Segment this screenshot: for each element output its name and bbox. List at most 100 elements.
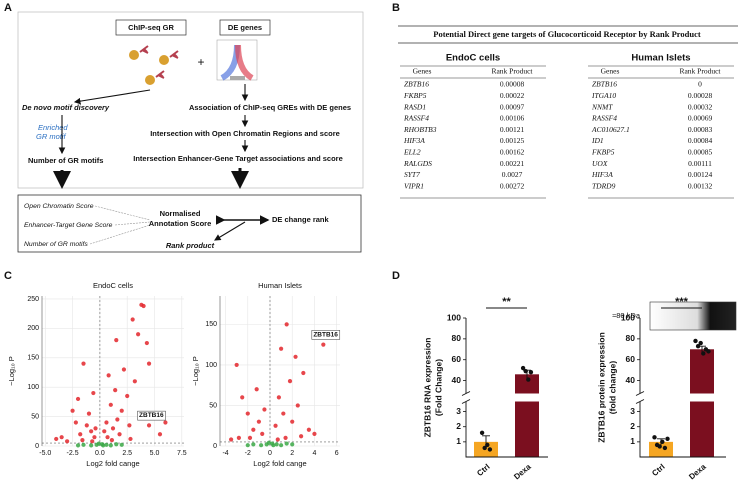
point bbox=[119, 408, 124, 413]
x-tick-label: 0 bbox=[268, 450, 272, 457]
gene: ID1 bbox=[591, 136, 604, 145]
de-rank: DE change rank bbox=[272, 215, 330, 224]
gene: NNMT bbox=[591, 102, 613, 111]
point bbox=[101, 443, 106, 448]
point bbox=[695, 343, 701, 349]
arrow bbox=[214, 221, 246, 241]
point bbox=[251, 442, 256, 447]
point bbox=[520, 365, 526, 371]
rank-product: 0.00121 bbox=[500, 125, 525, 134]
point bbox=[652, 435, 657, 440]
plot-area bbox=[42, 296, 184, 446]
point bbox=[106, 373, 111, 378]
y-tick-label: 1 bbox=[456, 436, 461, 446]
point bbox=[259, 443, 264, 448]
gene: AC010627.1 bbox=[591, 125, 630, 134]
y-axis-label: (Fold Change) bbox=[433, 359, 443, 416]
rank-product: 0.00069 bbox=[688, 114, 713, 123]
x-tick-label: Dexa bbox=[687, 462, 708, 482]
y-tick-label: 0 bbox=[213, 443, 217, 450]
point bbox=[108, 402, 113, 407]
step: Intersection Enhancer-Gene Target associ… bbox=[133, 154, 343, 163]
column-header: Rank Product bbox=[491, 67, 533, 76]
x-tick-label: -2.5 bbox=[67, 450, 79, 457]
y-tick-label: 40 bbox=[626, 375, 636, 385]
point bbox=[273, 423, 278, 428]
point bbox=[146, 423, 152, 428]
point bbox=[70, 408, 75, 413]
point bbox=[479, 430, 485, 435]
y-tick-label: 80 bbox=[452, 333, 462, 343]
rank-product: 0.00125 bbox=[500, 136, 525, 145]
point bbox=[96, 441, 101, 446]
arrow bbox=[73, 89, 151, 105]
point bbox=[125, 393, 130, 399]
gene: RALGDS bbox=[403, 159, 432, 168]
point bbox=[136, 332, 141, 337]
point bbox=[109, 438, 115, 443]
score-box bbox=[17, 194, 362, 253]
point bbox=[114, 442, 119, 447]
panel-label: B bbox=[392, 2, 400, 14]
y-tick-label: 40 bbox=[452, 375, 462, 385]
point bbox=[284, 322, 289, 327]
gene: ZBTB16 bbox=[592, 80, 617, 89]
point bbox=[262, 407, 267, 412]
x-tick-label: 0.0 bbox=[95, 450, 105, 457]
score: Open Chromatin Score bbox=[24, 203, 94, 210]
point bbox=[234, 362, 239, 368]
point bbox=[127, 423, 132, 428]
point bbox=[528, 370, 534, 375]
gene: RASSF4 bbox=[591, 114, 617, 123]
step: Intersection with Open Chromatin Regions… bbox=[150, 129, 340, 138]
rank-product: 0.00083 bbox=[688, 125, 713, 134]
point bbox=[299, 434, 304, 439]
point bbox=[254, 387, 259, 392]
y-tick-label: 250 bbox=[27, 296, 39, 303]
y-tick-label: 100 bbox=[27, 384, 39, 391]
y-axis-label: (fold change) bbox=[607, 361, 617, 415]
point bbox=[81, 361, 86, 366]
rank-product: 0.00008 bbox=[500, 80, 525, 89]
workflow-diagram: ChIP-seq GR DE genes + De novo motif dis… bbox=[17, 11, 364, 253]
column-header: Rank Product bbox=[679, 67, 721, 76]
point bbox=[229, 437, 234, 442]
point bbox=[485, 442, 490, 448]
point bbox=[274, 442, 279, 447]
x-tick-label: Ctrl bbox=[650, 462, 666, 478]
rank-product: 0.00085 bbox=[688, 148, 713, 157]
point bbox=[93, 426, 98, 431]
point bbox=[266, 440, 271, 445]
axis-break bbox=[637, 393, 726, 402]
x-axis-label: Log2 fold cange bbox=[253, 459, 306, 468]
gene: VIPR1 bbox=[404, 181, 424, 190]
column-header: Genes bbox=[601, 67, 620, 76]
point bbox=[245, 443, 250, 448]
point bbox=[113, 388, 118, 393]
point bbox=[256, 419, 261, 424]
note: Enriched bbox=[38, 123, 68, 132]
point bbox=[78, 432, 83, 437]
gene: TDRD9 bbox=[592, 181, 616, 190]
y-tick-label: 100 bbox=[447, 312, 461, 322]
score: Number of GR motifs bbox=[24, 241, 88, 248]
x-tick-label: -5.0 bbox=[39, 450, 51, 457]
point bbox=[84, 423, 89, 428]
point bbox=[54, 436, 59, 442]
step: Number of GR motifs bbox=[28, 156, 103, 165]
table-title: Potential Direct gene targets of Glucoco… bbox=[433, 29, 701, 39]
rank-product: 0.00032 bbox=[688, 102, 713, 111]
y-tick-label: 3 bbox=[630, 406, 635, 416]
point bbox=[245, 411, 250, 416]
point bbox=[163, 420, 168, 425]
point bbox=[80, 438, 85, 443]
connector bbox=[89, 205, 151, 245]
point bbox=[104, 420, 109, 425]
point bbox=[92, 435, 97, 440]
point bbox=[276, 395, 281, 400]
y-axis-label: −Log₁₀ P bbox=[7, 356, 16, 386]
panel-label: D bbox=[392, 270, 400, 282]
x-tick-label: Ctrl bbox=[475, 462, 491, 478]
point bbox=[293, 354, 298, 359]
